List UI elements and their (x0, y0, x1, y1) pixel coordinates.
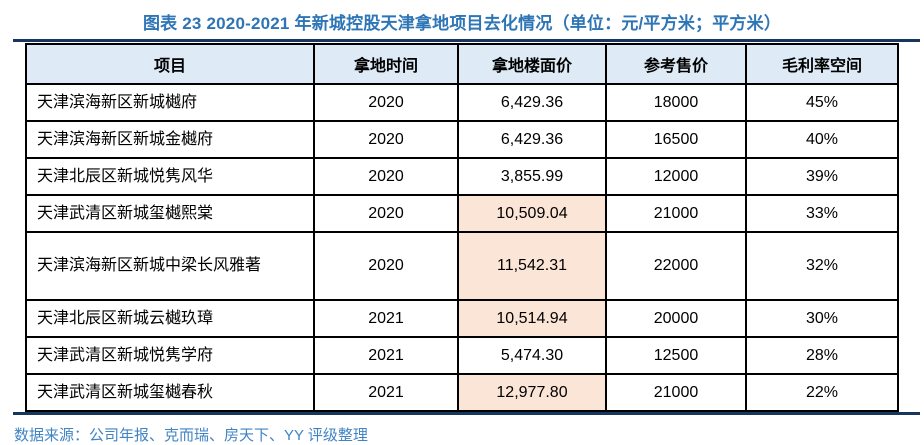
cell-project: 天津滨海新区新城樾府 (25, 83, 315, 122)
cell-floor_price: 12,977.80 (457, 373, 607, 412)
cell-floor_price: 10,509.04 (457, 194, 607, 233)
cell-project: 天津滨海新区新城金樾府 (25, 120, 315, 159)
cell-margin: 32% (745, 231, 899, 301)
cell-project: 天津武清区新城悦隽学府 (25, 336, 315, 375)
cell-margin: 45% (745, 83, 899, 122)
cell-year: 2020 (313, 194, 459, 233)
cell-margin: 39% (745, 157, 899, 196)
cell-ref_price: 12500 (605, 336, 747, 375)
cell-floor_price: 5,474.30 (457, 336, 607, 375)
cell-project: 天津滨海新区新城中梁长风雅著 (25, 231, 315, 301)
table-row: 天津滨海新区新城中梁长风雅著 2020 11,542.31 22000 32% (25, 231, 899, 301)
cell-floor_price: 6,429.36 (457, 120, 607, 159)
cell-project: 天津北辰区新城云樾玖璋 (25, 299, 315, 338)
cell-year: 2021 (313, 299, 459, 338)
table-row: 天津武清区新城玺樾春秋 2021 12,977.80 21000 22% (25, 373, 899, 412)
cell-ref_price: 22000 (605, 231, 747, 301)
cell-year: 2021 (313, 336, 459, 375)
cell-year: 2020 (313, 231, 459, 301)
table-row: 天津武清区新城玺樾熙棠 2020 10,509.04 21000 33% (25, 194, 899, 233)
cell-floor_price: 11,542.31 (457, 231, 607, 301)
column-header-2: 拿地楼面价 (457, 43, 607, 85)
bottom-rule (13, 412, 920, 415)
data-source-note: 数据来源：公司年报、克而瑞、房天下、YY 评级整理 (14, 427, 368, 444)
table-row: 天津北辰区新城悦隽风华 2020 3,855.99 12000 39% (25, 157, 899, 196)
table-row: 天津武清区新城悦隽学府 2021 5,474.30 12500 28% (25, 336, 899, 375)
cell-project: 天津武清区新城玺樾熙棠 (25, 194, 315, 233)
column-header-3: 参考售价 (605, 43, 747, 85)
cell-year: 2021 (313, 373, 459, 412)
cell-project: 天津北辰区新城悦隽风华 (25, 157, 315, 196)
cell-ref_price: 16500 (605, 120, 747, 159)
top-rule (13, 39, 920, 42)
table-row: 天津滨海新区新城樾府 2020 6,429.36 18000 45% (25, 83, 899, 122)
cell-ref_price: 21000 (605, 194, 747, 233)
table-row: 天津北辰区新城云樾玖璋 2021 10,514.94 20000 30% (25, 299, 899, 338)
table-body: 天津滨海新区新城樾府 2020 6,429.36 18000 45% 天津滨海新区新城金樾… (25, 83, 899, 412)
cell-year: 2020 (313, 120, 459, 159)
cell-margin: 33% (745, 194, 899, 233)
cell-project: 天津武清区新城玺樾春秋 (25, 373, 315, 412)
cell-ref_price: 20000 (605, 299, 747, 338)
cell-margin: 28% (745, 336, 899, 375)
cell-floor_price: 6,429.36 (457, 83, 607, 122)
figure-title: 图表 23 2020-2021 年新城控股天津拿地项目去化情况（单位：元/平方米… (142, 14, 782, 33)
cell-floor_price: 3,855.99 (457, 157, 607, 196)
cell-margin: 22% (745, 373, 899, 412)
header-row: 项目 拿地时间 拿地楼面价 参考售价 毛利率空间 (25, 43, 899, 85)
cell-margin: 40% (745, 120, 899, 159)
table-row: 天津滨海新区新城金樾府 2020 6,429.36 16500 40% (25, 120, 899, 159)
cell-floor_price: 10,514.94 (457, 299, 607, 338)
cell-year: 2020 (313, 83, 459, 122)
cell-ref_price: 21000 (605, 373, 747, 412)
land-projects-table: 项目 拿地时间 拿地楼面价 参考售价 毛利率空间 天津滨海新区新城樾府 2020 6,429… (25, 43, 899, 412)
cell-ref_price: 18000 (605, 83, 747, 122)
column-header-1: 拿地时间 (313, 43, 459, 85)
column-header-4: 毛利率空间 (745, 43, 899, 85)
cell-margin: 30% (745, 299, 899, 338)
column-header-0: 项目 (25, 43, 315, 85)
cell-year: 2020 (313, 157, 459, 196)
cell-ref_price: 12000 (605, 157, 747, 196)
